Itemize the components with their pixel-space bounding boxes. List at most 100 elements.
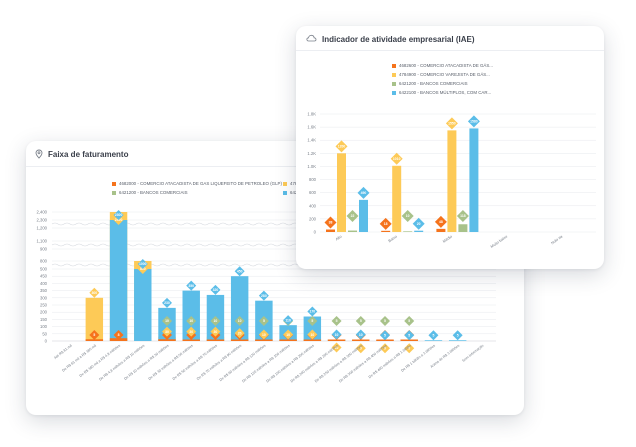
data-label: 5 (408, 346, 410, 350)
fat-legend-item-2[interactable]: 6421200 - BANCOS COMERCIAIS (112, 190, 188, 195)
diamond-shape (210, 284, 221, 295)
data-label: 5 (336, 319, 338, 323)
diamond-shape (390, 152, 403, 165)
bar (206, 339, 225, 341)
diamond-shape (186, 326, 197, 337)
diamond-shape (137, 259, 148, 269)
data-label: 280 (261, 294, 267, 298)
legend-swatch (392, 72, 396, 77)
data-label-diamond: 230 (162, 297, 172, 308)
data-label: 5 (311, 319, 313, 323)
data-label: 10 (335, 333, 339, 337)
legend-label: 6422100 - BANCOS MÚLTIPLOS, COM CAR... (399, 90, 492, 95)
data-label-diamond: 10 (355, 329, 366, 340)
legend-label: 642 (290, 190, 298, 195)
data-label-diamond: 18 (379, 217, 392, 230)
x-tick-label: De R$ 50 milhões a R$ 70 milhões (172, 344, 218, 381)
data-label-diamond: 2300 (113, 210, 124, 220)
diamond-shape (283, 315, 294, 326)
data-label: 30 (214, 330, 218, 334)
diamond-shape (355, 343, 366, 354)
data-label: 5 (384, 319, 386, 323)
diamond-shape (307, 329, 318, 340)
diamond-shape (452, 330, 463, 341)
iae-card: Indicador de atividade empresarial (IAE)… (296, 26, 604, 269)
data-label-diamond: 5 (380, 316, 390, 326)
diamond-shape (234, 328, 245, 339)
diamond-shape (331, 329, 342, 340)
legend-label: 6421200 - BANCOS COMERCIAIS (119, 190, 188, 195)
x-tick-label: De R$ 30 milhões a R$ 50 milhões (148, 344, 194, 381)
data-label: 350 (188, 284, 194, 288)
data-label-diamond: 30 (186, 326, 197, 337)
diamond-shape (445, 117, 458, 130)
data-label-diamond: 30 (210, 326, 221, 337)
diamond-shape (355, 329, 366, 340)
faturamento-chart: 2,4002,3001,2001,10090080050045040035030… (37, 210, 503, 384)
iae-legend-item-0[interactable]: 4682600 - COMERCIO ATACADISTA DE GÁS... (392, 63, 493, 68)
diamond-shape (113, 330, 124, 340)
x-tick-label: Sem informação (461, 344, 484, 363)
data-label: 300 (91, 291, 97, 295)
diamond-shape (380, 330, 390, 341)
data-label-diamond: 170 (307, 306, 318, 317)
diamond-shape (186, 280, 197, 291)
data-label-diamond: 22 (346, 210, 359, 222)
diamond-shape (404, 316, 415, 326)
diamond-shape (380, 343, 390, 354)
legend-swatch (283, 190, 287, 195)
legend-swatch (112, 181, 116, 186)
x-tick-label: De R$ 4,8 milhões a R$ 10 milhões (98, 344, 145, 382)
iae-divider (296, 50, 604, 51)
diamond-shape (404, 343, 415, 354)
x-tick-label: Médio (442, 235, 453, 244)
fat-legend-item-3[interactable]: 642 (283, 190, 297, 195)
data-label: 5 (360, 319, 362, 323)
legend-label: 4682000 - COMERCIO ATACADISTA DE GAS LIQ… (119, 181, 282, 186)
legend-swatch (392, 63, 396, 68)
y-tick-label: 1.6K (307, 125, 316, 130)
bar (436, 228, 446, 232)
data-label-diamond: 5 (355, 343, 366, 354)
diamond-shape (357, 186, 370, 199)
y-tick-label: 800 (309, 177, 317, 182)
fat-legend-item-1[interactable]: 478 (283, 181, 297, 186)
data-label-diamond: 280 (258, 290, 269, 301)
data-label-diamond: 10 (258, 329, 269, 340)
data-label: 22 (351, 214, 355, 218)
y-tick-label: 1.0K (307, 164, 316, 169)
bar (337, 153, 346, 232)
diamond-shape (258, 329, 269, 340)
data-label: 170 (309, 310, 315, 314)
y-tick-label: 400 (40, 281, 48, 286)
y-tick-label: 400 (309, 203, 317, 208)
data-label-diamond: 5 (89, 330, 100, 340)
data-label-diamond: 1550 (445, 117, 458, 130)
x-tick-label: Até R$ 81 mil (53, 344, 73, 361)
iae-legend-item-1[interactable]: 4784900 - COMERCIO VAREJISTA DE GÁS... (392, 72, 490, 77)
y-tick-label: 350 (40, 288, 48, 293)
data-label: 10 (359, 333, 363, 337)
data-label-diamond: 490 (357, 186, 370, 199)
bar (230, 339, 249, 341)
data-label-diamond: 20 (234, 328, 245, 339)
bar (392, 165, 402, 232)
y-tick-label: 300 (40, 295, 48, 300)
data-label: 8 (118, 333, 120, 337)
diamond-shape (307, 316, 318, 326)
data-label: 10 (214, 319, 218, 323)
data-label: 48 (439, 220, 443, 224)
diamond-shape (335, 140, 348, 153)
x-tick-label: De R$ 360 mil a R$ 4,8 milhões (79, 344, 122, 379)
iae-legend-item-2[interactable]: 6421200 - BANCOS COMERCIAIS (392, 81, 468, 86)
x-tick-label: De R$ 70 milhões a R$ 90 milhões (196, 344, 242, 381)
diamond-shape (380, 316, 390, 326)
data-label-diamond: 5 (404, 330, 415, 341)
bar (255, 339, 273, 341)
diamond-shape (162, 297, 172, 308)
iae-legend-item-3[interactable]: 6422100 - BANCOS MÚLTIPLOS, COM CAR... (392, 90, 491, 95)
fat-legend-item-0[interactable]: 4682000 - COMERCIO ATACADISTA DE GAS LIQ… (112, 181, 282, 186)
x-tick-label: De R$ 200 milhões a R$ 250 milhões (290, 344, 340, 384)
data-label: 10 (238, 319, 242, 323)
data-label-diamond: 1010 (390, 152, 403, 165)
